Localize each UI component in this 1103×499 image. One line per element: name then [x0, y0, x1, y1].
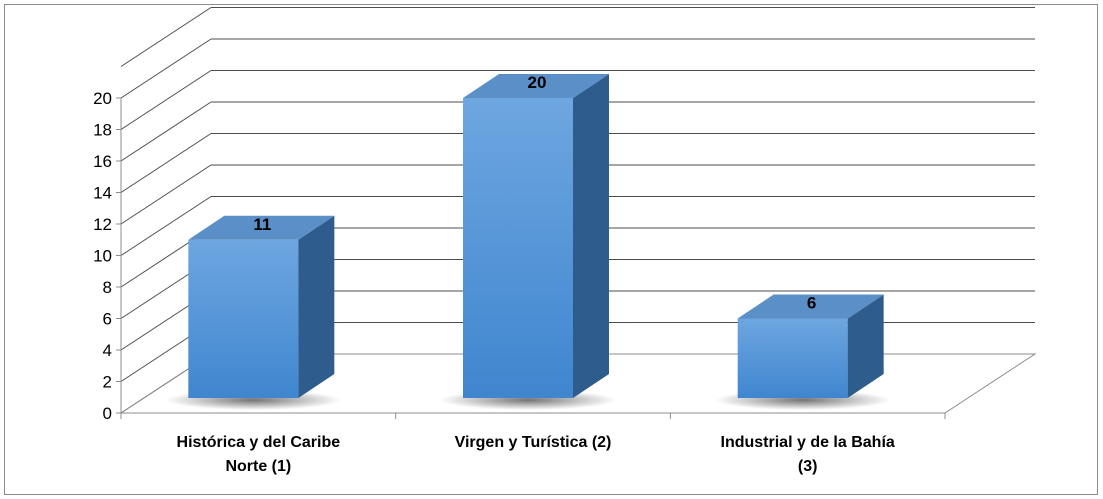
bar	[714, 294, 891, 410]
data-label: 6	[807, 294, 816, 313]
x-category-label: Virgen y Turística (2)	[455, 434, 612, 451]
y-tick-label: 4	[103, 341, 112, 360]
y-tick-label: 8	[103, 278, 112, 297]
y-tick-label: 6	[103, 310, 112, 329]
bars-layer	[165, 74, 891, 410]
data-label: 11	[253, 215, 271, 234]
y-tick-label: 2	[103, 373, 112, 392]
labels-layer: 11 20 6 Histórica y del Caribe Norte (1) Virg…	[177, 73, 895, 475]
x-category-label: Industrial y de la Bahía (3)	[721, 434, 895, 475]
gridline	[120, 196, 1035, 256]
y-tick-label: 18	[93, 121, 112, 140]
gridline	[120, 70, 1035, 130]
gridline	[120, 7, 1035, 67]
gridline	[120, 101, 1035, 162]
gridline	[120, 38, 1035, 99]
bar	[165, 215, 342, 410]
x-category-label: Histórica y del Caribe Norte (1)	[177, 434, 341, 475]
y-tick-label: 16	[93, 152, 112, 171]
axis-layer: 0 2 4 6 8 10 12 14 16 18 20	[93, 89, 946, 423]
gridline	[120, 133, 1035, 193]
bar	[440, 74, 616, 410]
y-tick-label: 10	[93, 247, 112, 266]
y-tick-label: 14	[93, 184, 112, 203]
y-tick-label: 0	[103, 404, 112, 423]
data-label: 20	[528, 73, 547, 92]
y-tick-label: 12	[93, 215, 112, 234]
y-tick-label: 20	[93, 89, 112, 108]
gridline	[120, 164, 1035, 225]
